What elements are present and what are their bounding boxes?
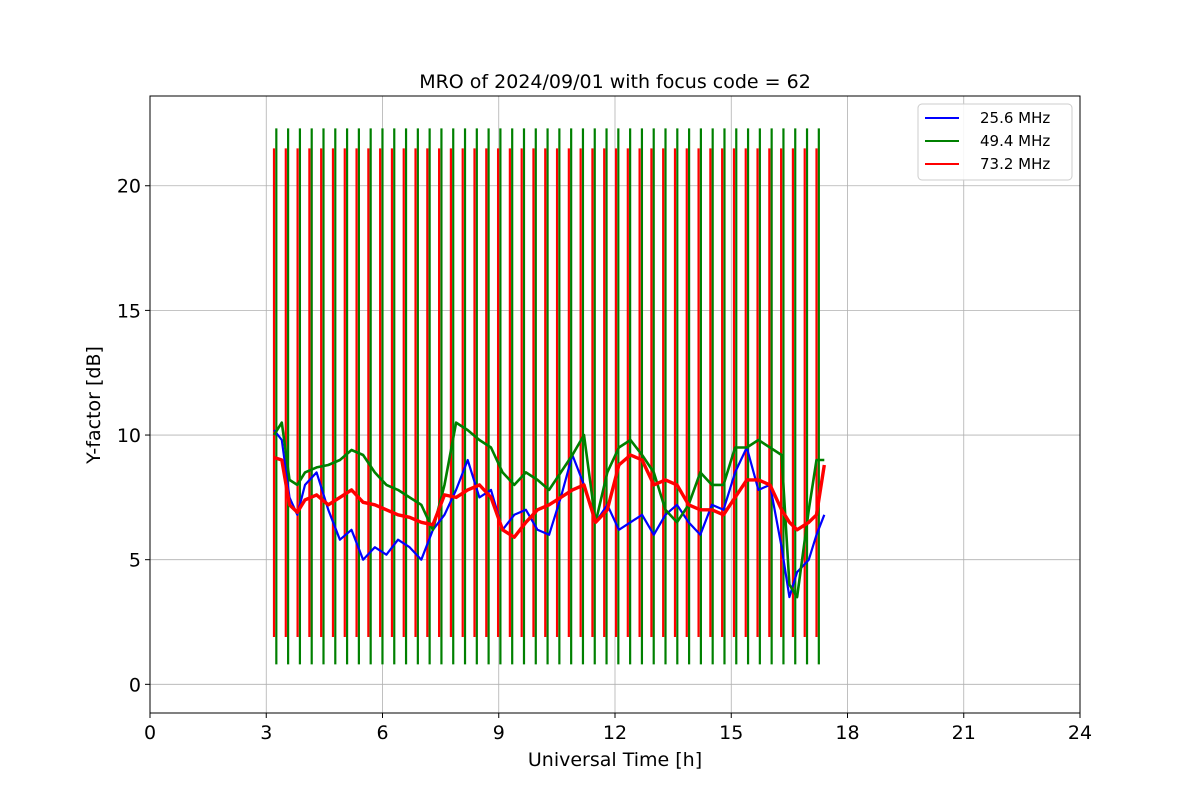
x-tick-label: 21 (952, 722, 976, 744)
x-axis-ticks: 0 3 6 9 12 15 18 21 24 (144, 713, 1092, 744)
legend-label-25-6: 25.6 MHz (980, 109, 1050, 127)
y-tick-label: 10 (117, 425, 141, 447)
legend-box (917, 103, 1073, 181)
y-tick-label: 5 (129, 550, 141, 572)
x-tick-label: 18 (835, 722, 859, 744)
series-lines (272, 421, 826, 599)
series-line-73-2- (273, 453, 826, 539)
x-axis-label: Universal Time [h] (528, 749, 702, 771)
y-axis-ticks: 0 5 10 15 20 (117, 176, 150, 696)
legend-label-73-2: 73.2 MHz (980, 155, 1050, 173)
x-tick-label: 12 (603, 722, 627, 744)
legend: 25.6 MHz 49.4 MHz 73.2 MHz (917, 103, 1073, 181)
y-tick-label: 20 (117, 176, 141, 198)
x-tick-label: 0 (144, 722, 156, 744)
y-tick-label: 0 (129, 674, 141, 696)
series-line-49-4- (272, 421, 825, 599)
x-tick-label: 15 (719, 722, 743, 744)
legend-label-49-4: 49.4 MHz (980, 132, 1050, 150)
y-tick-label: 15 (117, 300, 141, 322)
chart-title: MRO of 2024/09/01 with focus code = 62 (419, 71, 811, 93)
y-axis-label: Y-factor [dB] (83, 346, 105, 465)
calibration-pulses (272, 128, 820, 665)
series-line-25-6- (273, 429, 826, 599)
x-tick-label: 9 (493, 722, 505, 744)
x-tick-label: 6 (376, 722, 388, 744)
x-tick-label: 3 (260, 722, 272, 744)
x-tick-label: 24 (1068, 722, 1092, 744)
